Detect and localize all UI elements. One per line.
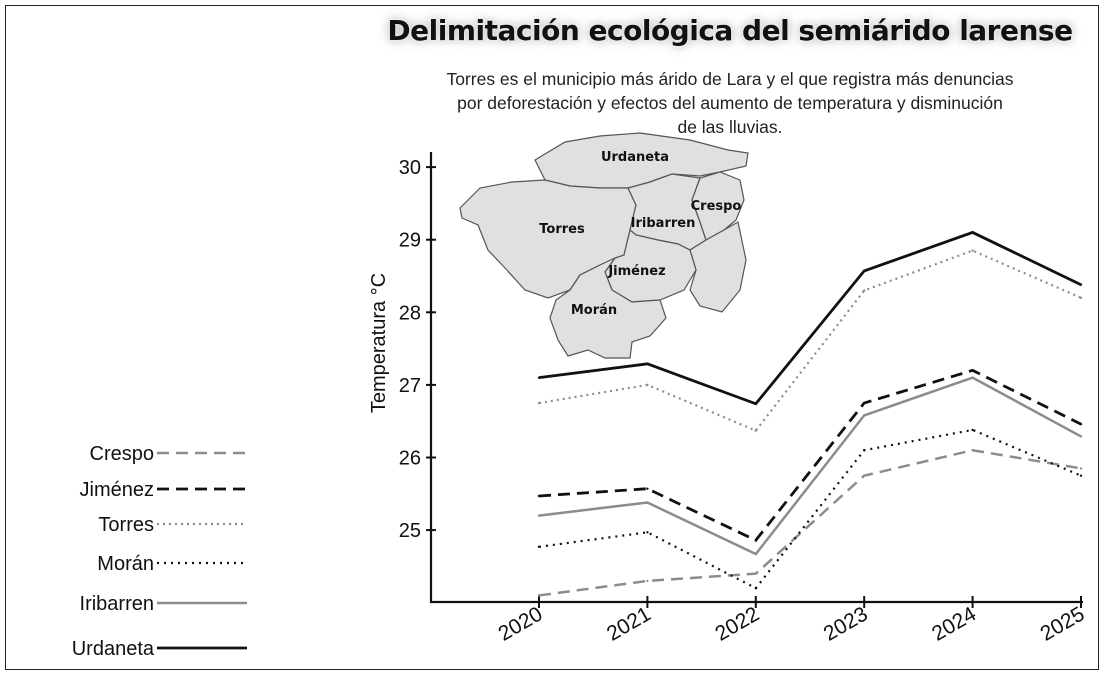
x-tick-label: 2020 <box>495 602 547 645</box>
data-point-jimenez <box>1079 422 1083 426</box>
x-tick-label: 2025 <box>1037 602 1089 645</box>
y-tick-label: 27 <box>399 375 421 397</box>
data-point-torres <box>646 383 649 387</box>
data-point-iribarren <box>537 514 541 517</box>
y-tick-label: 26 <box>399 448 421 470</box>
series-group <box>537 230 1083 597</box>
data-point-urdaneta <box>646 362 649 366</box>
data-point-urdaneta <box>863 269 866 273</box>
legend-label-urdaneta: Urdaneta <box>72 638 155 660</box>
data-point-urdaneta <box>537 376 541 379</box>
data-point-moran <box>1079 474 1083 477</box>
data-point-crespo <box>1079 467 1083 470</box>
data-point-iribarren <box>754 552 757 556</box>
map-region-crespo <box>691 171 745 241</box>
y-tick-label: 29 <box>399 230 421 252</box>
x-tick-label: 2024 <box>928 602 980 645</box>
data-point-jimenez <box>537 494 541 498</box>
data-point-crespo <box>537 594 541 597</box>
y-tick-label: 25 <box>399 520 421 542</box>
data-point-moran <box>863 449 866 452</box>
series-line-torres <box>538 249 1082 432</box>
x-tick-label: 2021 <box>603 602 655 645</box>
map-label-urdaneta: Urdaneta <box>601 150 669 165</box>
series-line-urdaneta <box>538 230 1082 406</box>
subtitle-line-3: de las lluvias. <box>677 117 783 137</box>
x-ticks: 2020 2021 2022 2023 2024 2025 <box>495 596 1089 646</box>
map-label-moran: Morán <box>571 303 617 318</box>
map-label-torres: Torres <box>539 222 585 237</box>
data-point-urdaneta <box>1079 283 1083 286</box>
legend-label-moran: Morán <box>97 553 154 575</box>
data-point-jimenez <box>754 539 757 542</box>
legend-label-jimenez: Jiménez <box>80 479 154 501</box>
data-point-urdaneta <box>971 231 974 234</box>
data-point-torres <box>537 401 541 405</box>
series-line-jimenez <box>538 368 1082 543</box>
subtitle-line-2: por deforestación y efectos del aumento … <box>457 93 1003 113</box>
series-line-iribarren <box>538 376 1082 556</box>
data-point-iribarren <box>863 414 866 417</box>
data-point-urdaneta <box>754 402 757 405</box>
series-line-moran <box>538 428 1082 590</box>
data-point-torres <box>754 429 757 432</box>
map-label-iribarren: Iribarren <box>631 216 696 231</box>
map-label-crespo: Crespo <box>691 199 742 214</box>
y-axis-label: Temperatura °C <box>368 273 390 413</box>
y-tick-label: 30 <box>399 157 421 179</box>
data-point-crespo <box>754 572 757 575</box>
data-point-moran <box>646 531 649 534</box>
x-tick-label: 2022 <box>711 602 763 645</box>
subtitle-line-1: Torres es el municipio más árido de Lara… <box>446 69 1014 89</box>
data-point-torres <box>971 249 974 252</box>
data-point-jimenez <box>971 369 974 372</box>
data-point-iribarren <box>1079 435 1083 438</box>
data-point-crespo <box>971 449 974 452</box>
series-line-crespo <box>538 448 1082 597</box>
lara-map: Urdaneta Torres Iribarren Crespo Jiménez… <box>459 132 749 359</box>
y-ticks: 25 26 27 28 29 30 <box>399 157 436 542</box>
data-point-crespo <box>646 579 649 583</box>
data-point-torres <box>863 289 866 292</box>
x-tick-label: 2023 <box>820 602 872 645</box>
data-point-jimenez <box>646 487 649 490</box>
map-region-moran <box>549 256 667 359</box>
chart-title: Delimitación ecológica del semiárido lar… <box>387 14 1073 47</box>
data-point-moran <box>537 545 541 548</box>
legend: Crespo Jiménez Torres Morán Iribarren Urdanet… <box>72 443 247 660</box>
legend-label-iribarren: Iribarren <box>80 593 154 615</box>
data-point-iribarren <box>971 376 974 379</box>
chart-subtitle: Torres es el municipio más árido de Lara… <box>400 67 1060 139</box>
legend-label-crespo: Crespo <box>90 443 154 465</box>
legend-label-torres: Torres <box>98 514 154 536</box>
data-point-jimenez <box>863 401 866 405</box>
data-point-iribarren <box>646 501 649 504</box>
y-tick-label: 28 <box>399 302 421 324</box>
map-label-jimenez: Jiménez <box>607 264 665 279</box>
data-point-crespo <box>863 474 866 477</box>
data-point-moran <box>971 428 974 432</box>
outer-frame <box>5 5 1099 670</box>
data-point-moran <box>754 586 757 590</box>
data-point-torres <box>1079 296 1083 299</box>
